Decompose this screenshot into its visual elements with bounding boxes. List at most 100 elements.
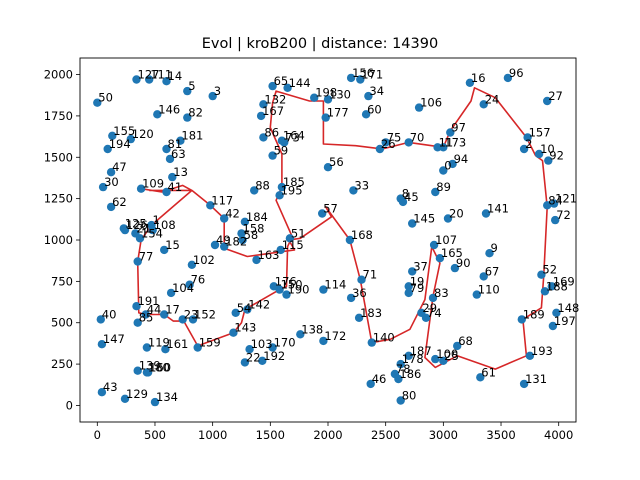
city-label-163: 163 bbox=[258, 248, 280, 262]
city-label-134: 134 bbox=[156, 390, 178, 404]
city-label-194: 194 bbox=[109, 137, 131, 151]
city-point-120 bbox=[126, 134, 135, 144]
city-point-198 bbox=[310, 93, 319, 102]
city-point-173 bbox=[439, 143, 448, 152]
city-point-97 bbox=[446, 128, 455, 137]
city-label-193: 193 bbox=[531, 344, 553, 358]
city-label-97: 97 bbox=[451, 121, 466, 135]
city-label-168: 168 bbox=[351, 228, 373, 242]
city-point-10 bbox=[534, 149, 544, 159]
city-point-108 bbox=[148, 225, 157, 235]
city-point-75 bbox=[381, 138, 390, 147]
city-label-50: 50 bbox=[98, 91, 113, 105]
city-point-81 bbox=[162, 144, 171, 154]
city-label-74: 74 bbox=[427, 306, 442, 320]
city-label-125: 125 bbox=[125, 216, 147, 230]
city-point-130 bbox=[323, 95, 333, 104]
city-label-164: 164 bbox=[283, 129, 305, 143]
city-point-102 bbox=[187, 260, 197, 269]
city-point-177 bbox=[321, 113, 330, 122]
city-label-44: 44 bbox=[147, 303, 162, 317]
city-point-184 bbox=[240, 217, 250, 226]
city-label-80: 80 bbox=[402, 389, 417, 403]
y-tick-label: 1000 bbox=[44, 233, 73, 247]
city-label-115: 115 bbox=[282, 238, 304, 252]
city-point-188 bbox=[540, 287, 550, 296]
city-label-109: 109 bbox=[142, 177, 164, 191]
city-point-193 bbox=[525, 351, 535, 360]
city-label-172: 172 bbox=[324, 329, 346, 343]
city-label-183: 183 bbox=[360, 306, 382, 320]
city-point-9 bbox=[485, 249, 494, 258]
city-label-154: 154 bbox=[141, 226, 163, 240]
city-label-176: 176 bbox=[275, 274, 297, 288]
city-label-187: 187 bbox=[410, 344, 432, 358]
city-label-195: 195 bbox=[281, 183, 303, 197]
city-point-96 bbox=[503, 73, 513, 83]
x-tick-label: 0 bbox=[94, 428, 101, 442]
city-point-36 bbox=[346, 293, 356, 303]
city-label-24: 24 bbox=[485, 92, 500, 106]
city-label-47: 47 bbox=[112, 160, 127, 174]
city-point-2 bbox=[519, 144, 529, 154]
x-tick-label: 3000 bbox=[429, 428, 458, 442]
x-tick-label: 500 bbox=[144, 428, 166, 442]
chart-title: Evol | kroB200 | distance: 14390 bbox=[202, 36, 438, 52]
city-point-191 bbox=[132, 302, 141, 311]
city-label-52: 52 bbox=[542, 263, 557, 277]
city-point-190 bbox=[282, 290, 291, 299]
city-label-21: 21 bbox=[136, 221, 151, 235]
city-point-63 bbox=[165, 154, 175, 164]
city-point-26 bbox=[375, 144, 385, 154]
city-label-49: 49 bbox=[216, 233, 231, 247]
city-label-161: 161 bbox=[166, 337, 188, 351]
city-label-182: 182 bbox=[225, 235, 247, 249]
city-point-41 bbox=[162, 187, 171, 197]
x-axis: 0 500 1000 1500 2000 2500 3000 3500 4000 bbox=[94, 422, 573, 442]
city-point-189 bbox=[517, 315, 526, 324]
city-point-168 bbox=[345, 235, 355, 245]
city-label-146: 146 bbox=[158, 102, 180, 116]
city-point-77 bbox=[133, 257, 142, 266]
city-point-197 bbox=[548, 321, 558, 331]
y-tick-label: 1750 bbox=[44, 109, 73, 123]
city-label-23: 23 bbox=[184, 307, 199, 321]
city-point-132 bbox=[259, 100, 268, 109]
city-point-44 bbox=[141, 310, 150, 319]
city-point-183 bbox=[354, 313, 364, 322]
city-label-96: 96 bbox=[509, 66, 524, 80]
city-point-146 bbox=[153, 110, 162, 119]
city-point-56 bbox=[323, 163, 333, 172]
city-point-46 bbox=[366, 379, 375, 389]
city-label-29: 29 bbox=[422, 301, 437, 315]
city-point-141 bbox=[481, 209, 491, 218]
city-label-25: 25 bbox=[444, 349, 459, 363]
city-point-90 bbox=[450, 263, 460, 273]
city-point-164 bbox=[277, 136, 287, 145]
city-point-47 bbox=[106, 168, 116, 177]
city-point-70 bbox=[404, 138, 413, 147]
city-point-52 bbox=[537, 270, 546, 279]
y-axis: 0 250 500 750 1000 1250 1500 1750 2000 bbox=[44, 68, 80, 412]
city-label-180: 180 bbox=[148, 360, 170, 374]
city-point-76 bbox=[185, 280, 194, 289]
city-point-144 bbox=[283, 83, 292, 93]
city-point-139 bbox=[133, 366, 142, 375]
city-label-20: 20 bbox=[449, 207, 464, 221]
city-label-184: 184 bbox=[246, 210, 268, 224]
city-point-163 bbox=[252, 255, 261, 265]
city-label-85: 85 bbox=[139, 311, 154, 325]
city-point-23 bbox=[178, 315, 187, 324]
city-point-127 bbox=[132, 75, 141, 84]
city-point-182 bbox=[220, 242, 229, 251]
city-label-58: 58 bbox=[244, 228, 259, 242]
city-point-20 bbox=[443, 214, 453, 223]
city-label-10: 10 bbox=[540, 142, 555, 156]
city-point-43 bbox=[97, 388, 107, 397]
city-point-148 bbox=[552, 308, 561, 317]
city-point-134 bbox=[150, 397, 160, 407]
city-point-147 bbox=[97, 340, 107, 349]
city-point-82 bbox=[183, 113, 192, 122]
city-label-102: 102 bbox=[193, 253, 215, 267]
city-point-49 bbox=[210, 240, 220, 250]
